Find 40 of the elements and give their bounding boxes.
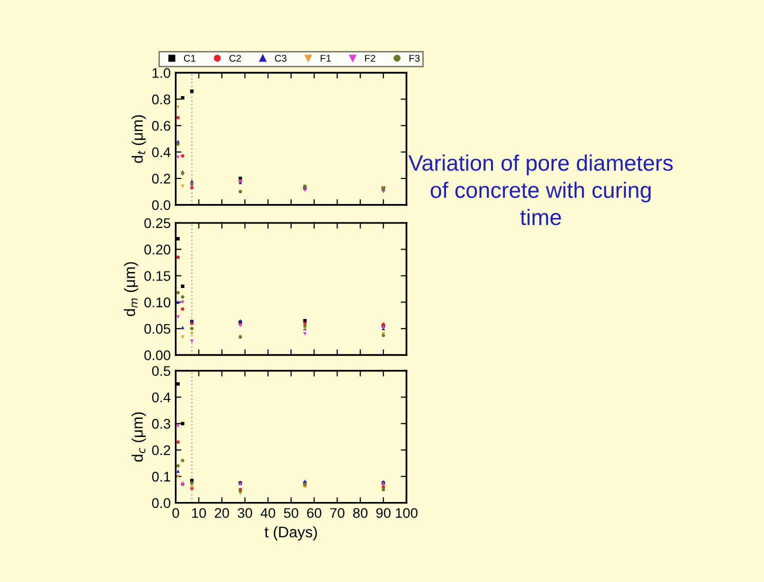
x-tick-label: 50 bbox=[284, 508, 298, 518]
x-tick-label: 10 bbox=[192, 508, 206, 518]
y-tick-label: 0.00 bbox=[144, 350, 170, 360]
y-tick-label: 0.1 bbox=[152, 472, 170, 482]
y-tick-label: 0.4 bbox=[152, 392, 170, 402]
legend-label: C2 bbox=[229, 54, 241, 62]
y-tick-label: 0.2 bbox=[152, 174, 170, 184]
y-tick-label: 0.0 bbox=[152, 498, 170, 508]
y-tick-label: 0.6 bbox=[152, 120, 170, 131]
legend-label: F1 bbox=[320, 54, 331, 62]
y-tick-label: 0.3 bbox=[152, 418, 170, 429]
y-tick-label: 0.05 bbox=[144, 324, 170, 334]
y-tick-label: 0.20 bbox=[144, 244, 170, 254]
x-tick-label: 0 bbox=[172, 508, 180, 518]
x-tick-label: 70 bbox=[330, 508, 344, 518]
y-tick-label: 0.10 bbox=[144, 298, 170, 308]
y-tick-label: 0.5 bbox=[152, 366, 170, 376]
x-tick-label: 90 bbox=[376, 508, 391, 518]
text: Variation of pore diameters of concrete with curing time bbox=[408, 154, 673, 226]
y-tick-label: 0.8 bbox=[152, 94, 170, 104]
y-tick-label: 0.0 bbox=[152, 200, 170, 210]
x-tick-label: 30 bbox=[238, 508, 252, 518]
legend-label: C3 bbox=[274, 54, 286, 62]
legend-label: F3 bbox=[410, 54, 420, 62]
x-tick-label: 80 bbox=[353, 508, 368, 518]
y-tick-label: 0.25 bbox=[144, 218, 170, 228]
y-tick-label: 0.4 bbox=[152, 147, 170, 158]
legend-label: F2 bbox=[365, 54, 376, 62]
x-tick-label: 20 bbox=[214, 508, 230, 518]
legend-label: C1 bbox=[184, 54, 196, 62]
y-axis-title: d$_{c}$ (μm) bbox=[132, 412, 146, 462]
x-axis-title: t (Days) bbox=[264, 526, 317, 540]
y-tick-label: 0.15 bbox=[144, 271, 170, 281]
y-axis-title: d$_{t}$ (μm) bbox=[132, 115, 146, 163]
x-tick-label: 60 bbox=[307, 508, 322, 518]
y-axis-title: d$_{m}$ (μm) bbox=[124, 262, 138, 316]
x-tick-label: 100 bbox=[396, 508, 418, 518]
y-tick-label: 1.0 bbox=[152, 68, 170, 78]
x-tick-label: 40 bbox=[260, 508, 276, 518]
y-tick-label: 0.2 bbox=[152, 445, 170, 456]
